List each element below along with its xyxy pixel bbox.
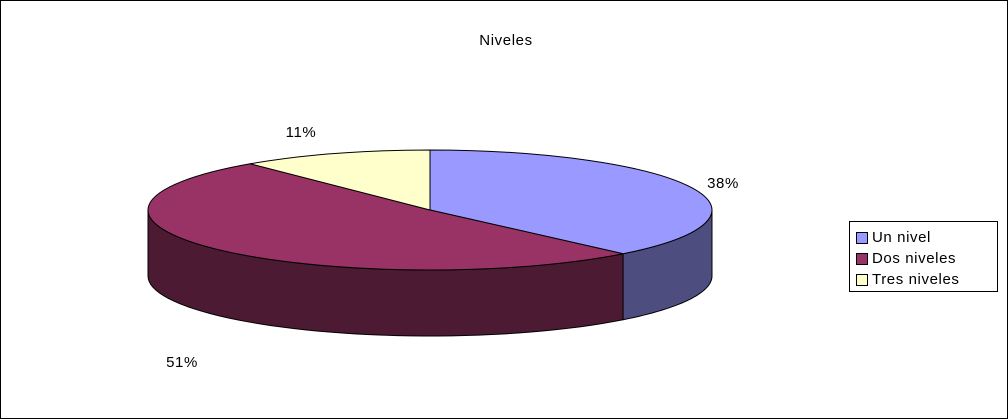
legend-item-tres-niveles: Tres niveles xyxy=(856,269,997,290)
pie-slice-dos-niveles xyxy=(147,163,624,271)
chart-legend: Un nivel Dos niveles Tres niveles xyxy=(849,221,998,292)
data-label-tres-niveles: 11% xyxy=(286,124,317,141)
pie-slice-tres-niveles xyxy=(249,149,431,211)
legend-label-dos-niveles: Dos niveles xyxy=(872,250,957,267)
pie-slice-un-nivel xyxy=(429,149,713,255)
data-label-dos-niveles: 51% xyxy=(166,354,198,371)
legend-swatch-tres-niveles xyxy=(856,273,868,286)
legend-swatch-un-nivel xyxy=(856,231,868,244)
data-label-un-nivel: 38% xyxy=(707,175,739,192)
legend-item-dos-niveles: Dos niveles xyxy=(856,248,997,269)
pie-plot xyxy=(147,149,713,337)
legend-item-un-nivel: Un nivel xyxy=(856,227,997,248)
legend-label-un-nivel: Un nivel xyxy=(872,229,931,246)
legend-swatch-dos-niveles xyxy=(856,252,868,265)
chart-title: Niveles xyxy=(479,32,532,49)
legend-label-tres-niveles: Tres niveles xyxy=(872,271,960,288)
